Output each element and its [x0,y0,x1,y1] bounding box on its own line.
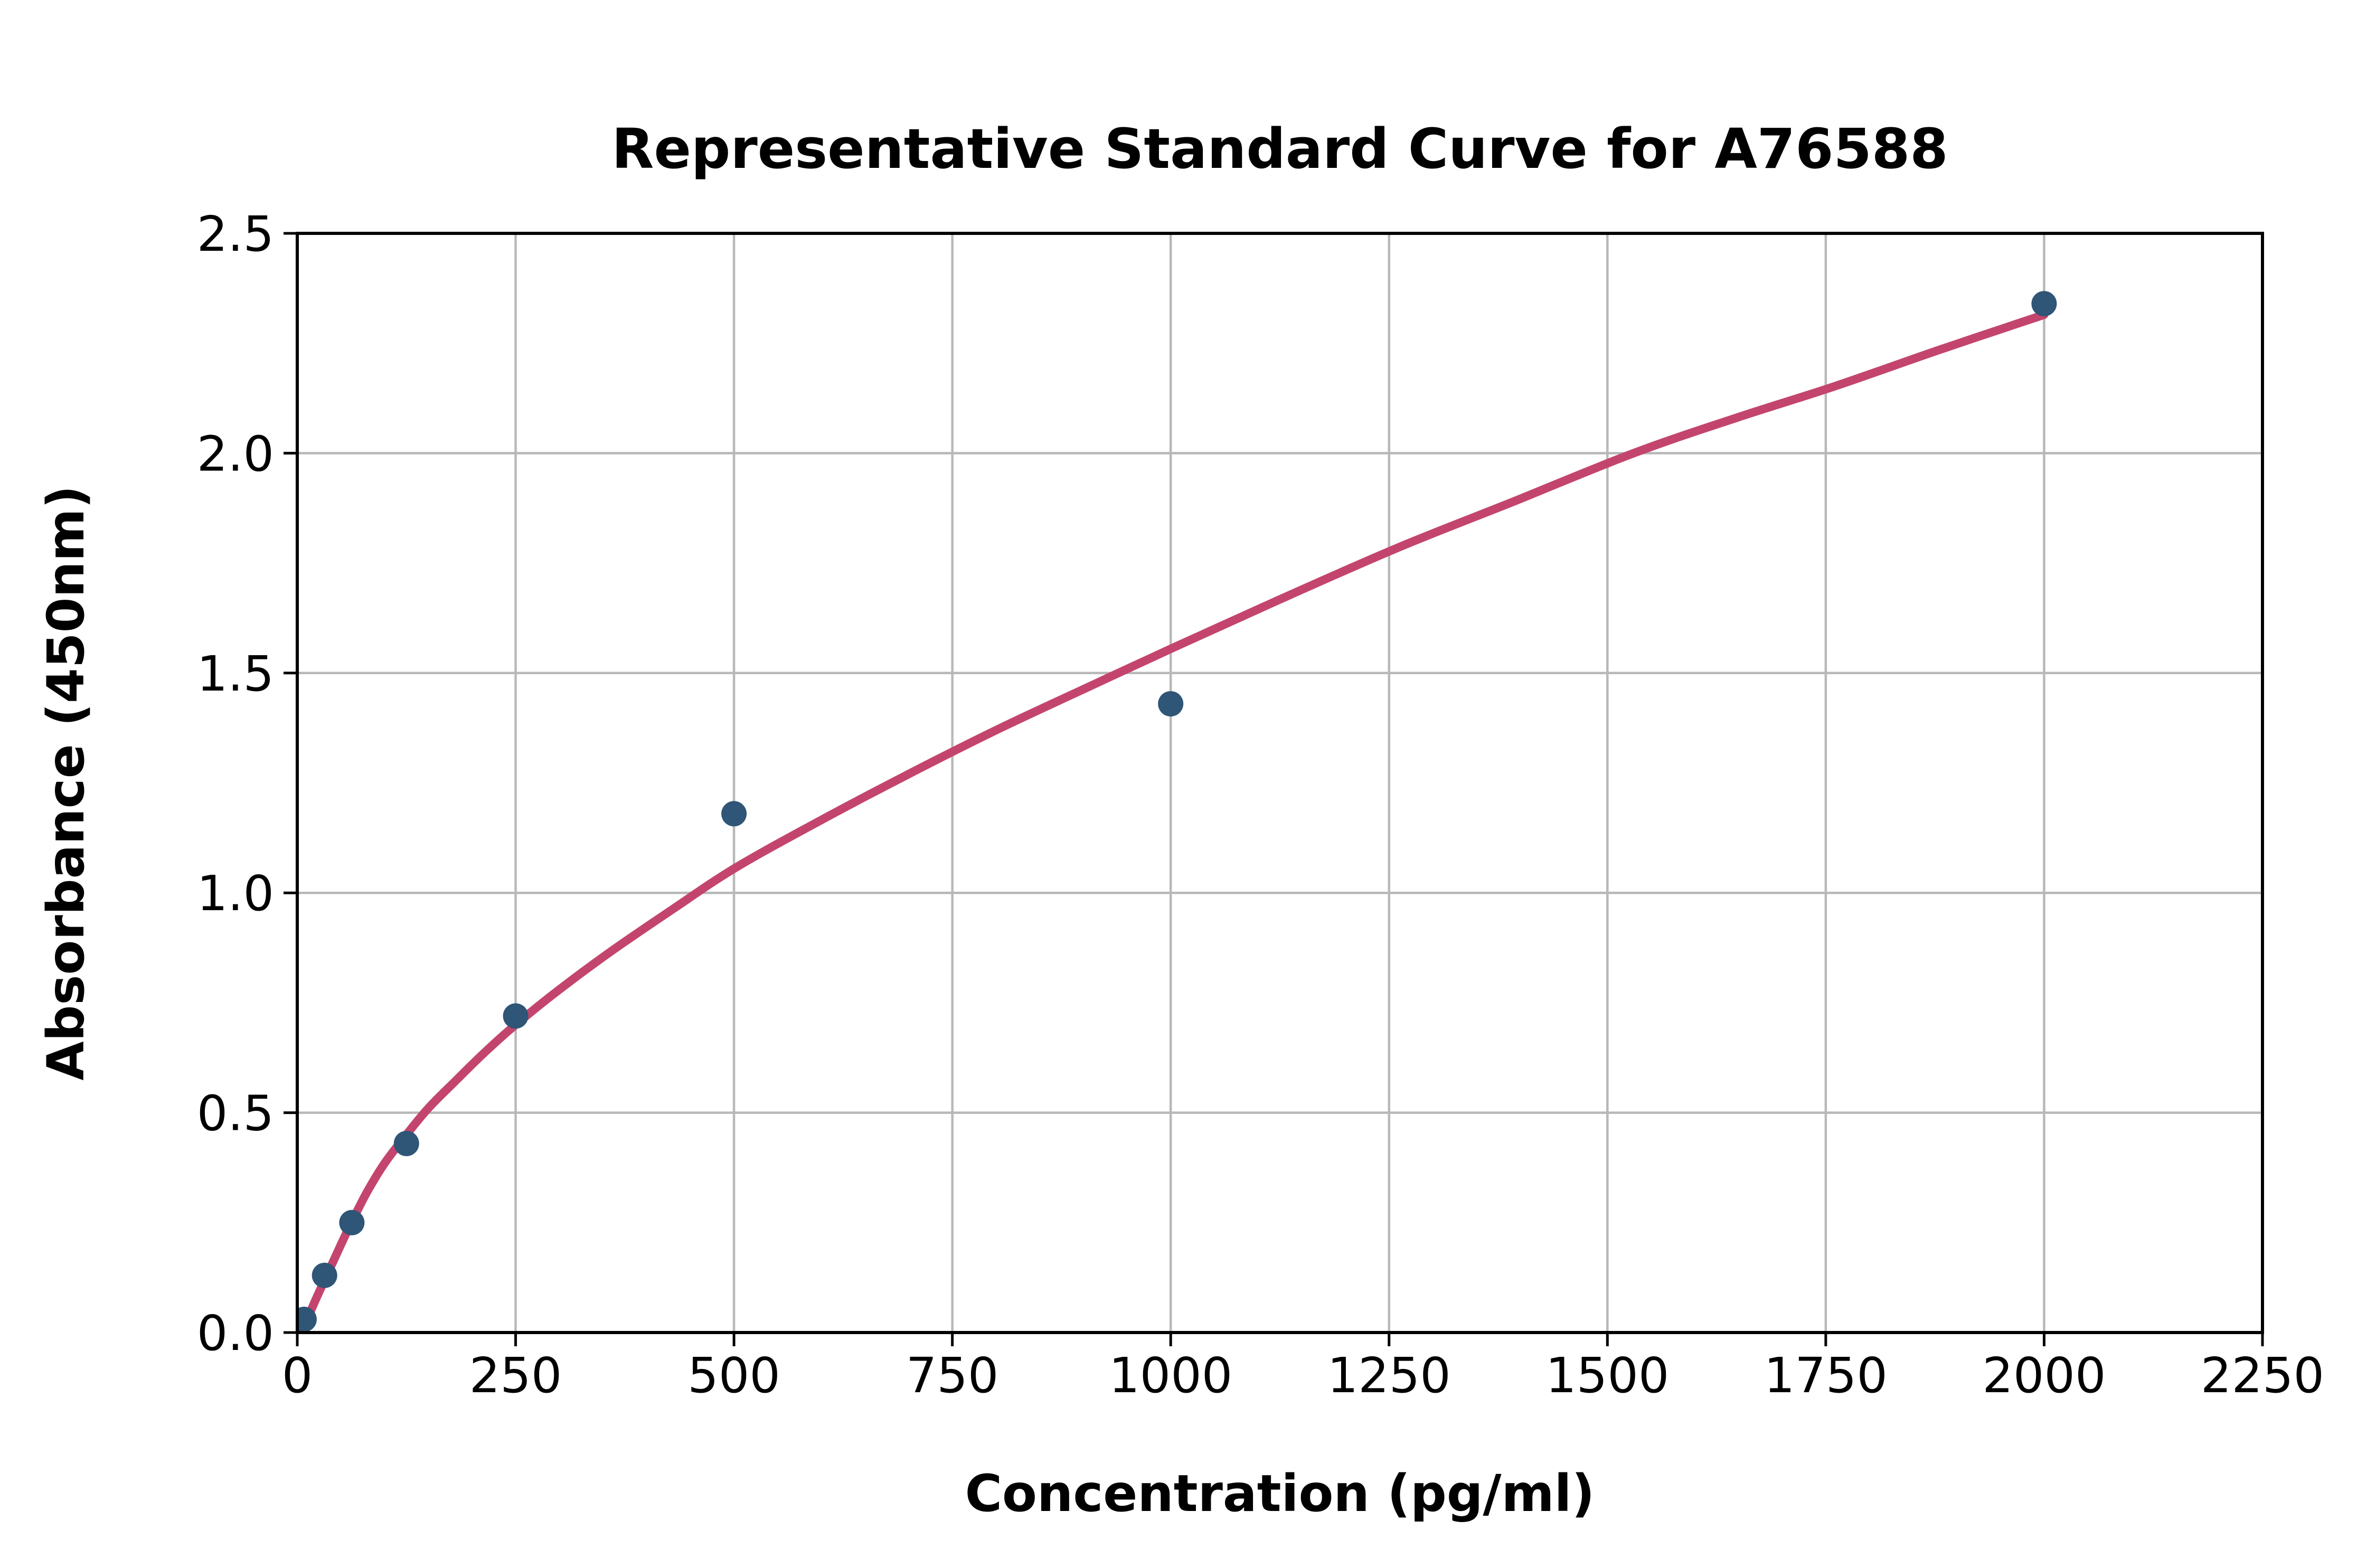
x-tick-label: 1750 [1764,1347,1888,1404]
y-tick-label: 2.5 [197,206,274,262]
y-tick-label: 2.0 [197,426,274,482]
data-point [339,1210,365,1235]
x-tick-label: 0 [282,1347,313,1404]
y-tick-label: 0.5 [197,1085,274,1142]
y-axis-label: Absorbance (450nm) [36,485,96,1080]
data-point [503,1003,529,1029]
x-tick-label: 1250 [1327,1347,1451,1404]
y-tick-label: 1.0 [197,865,274,922]
data-point [312,1262,337,1288]
data-point-layer [297,291,2057,1332]
data-point [393,1130,419,1156]
data-point [297,1307,317,1332]
y-tick-label: 1.5 [197,646,274,702]
chart-title: Representative Standard Curve for A76588 [611,117,1948,181]
x-tick-label: 250 [469,1347,562,1404]
x-tick-label: 500 [687,1347,780,1404]
x-tick-label: 1000 [1109,1347,1232,1404]
plot-frame [296,232,2264,1334]
fit-curve-layer [297,310,2049,1333]
data-point [2031,291,2057,317]
data-point [721,801,747,827]
x-tick-label: 2250 [2201,1347,2324,1404]
x-tick-label: 2000 [1982,1347,2106,1404]
axis-tick-labels: 0 250 500 750 1000 1250 1500 1750 2000 2250 0.0 0.5… [197,206,2324,1404]
y-tick-label: 0.0 [197,1305,274,1362]
plot-area-background [297,233,2262,1333]
x-axis-label: Concentration (pg/ml) [965,1464,1595,1523]
fit-curve [297,310,2049,1333]
x-tick-label: 1500 [1545,1347,1669,1404]
x-tick-label: 750 [906,1347,999,1404]
data-point [1158,691,1184,717]
axis-ticks [284,232,2264,1346]
